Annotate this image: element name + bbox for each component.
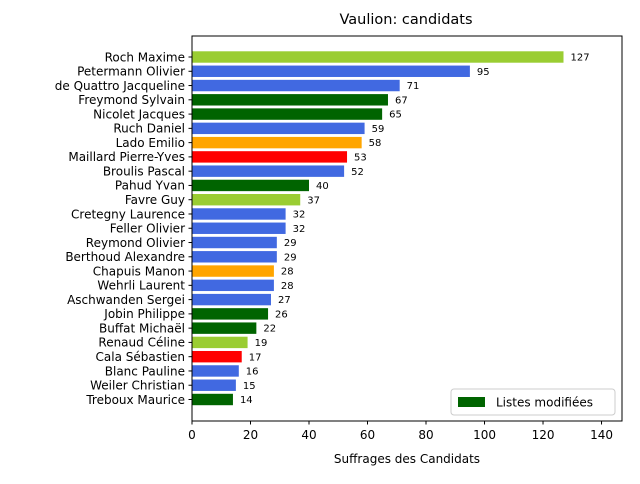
bar [192, 336, 248, 349]
y-tick-label: Weiler Christian [90, 379, 185, 393]
y-tick-label: Aschwanden Sergei [67, 293, 185, 307]
data-label: 58 [369, 138, 382, 149]
bar [192, 65, 470, 77]
data-label: 28 [281, 267, 294, 278]
data-labels: 1279571676559585352403732322929282827262… [240, 53, 590, 407]
x-tick-label: 60 [360, 428, 375, 442]
chart-title: Vaulion: candidats [339, 12, 472, 28]
x-tick-label: 100 [473, 428, 496, 442]
y-tick-label: Lado Emilio [116, 136, 185, 150]
bar [192, 194, 301, 206]
y-tick-label: Freymond Sylvain [78, 93, 185, 107]
bar [192, 251, 277, 263]
data-label: 32 [293, 210, 306, 221]
bar [192, 365, 239, 377]
data-label: 14 [240, 395, 253, 406]
data-label: 95 [477, 67, 490, 78]
data-label: 53 [354, 152, 367, 163]
y-tick-label: Broulis Pascal [103, 164, 185, 178]
x-tick-label: 80 [418, 428, 433, 442]
bar [192, 265, 274, 277]
y-tick-label: Roch Maxime [105, 50, 185, 64]
bar [192, 94, 388, 106]
y-tick-label: Renaud Céline [98, 336, 185, 350]
x-axis-label: Suffrages des Candidats [334, 452, 480, 466]
y-tick-label: Maillard Pierre-Yves [68, 150, 185, 164]
data-label: 32 [293, 224, 306, 235]
y-tick-label: Cala Sébastien [96, 350, 185, 364]
bar [192, 108, 383, 120]
y-tick-label: Jobin Philippe [103, 307, 185, 321]
y-tick-label: Feller Olivier [110, 222, 185, 236]
y-tick-label: Favre Guy [125, 193, 185, 207]
bar [192, 393, 233, 406]
data-label: 17 [249, 352, 262, 363]
data-label: 71 [407, 81, 420, 92]
data-label: 16 [246, 367, 259, 378]
data-label: 27 [278, 295, 291, 306]
data-label: 40 [316, 181, 329, 192]
data-label: 29 [284, 238, 297, 249]
data-label: 28 [281, 281, 294, 292]
y-tick-label: Nicolet Jacques [93, 107, 185, 121]
bar [192, 79, 400, 92]
bar [192, 165, 345, 177]
y-tick-label: Reymond Olivier [86, 236, 185, 250]
data-label: 15 [243, 381, 256, 392]
y-tick-label: Petermann Olivier [77, 65, 185, 79]
bar [192, 179, 310, 192]
y-tick-label: Pahud Yvan [115, 179, 185, 193]
data-label: 65 [389, 110, 402, 121]
data-label: 19 [255, 338, 268, 349]
bars [192, 51, 564, 406]
data-label: 37 [307, 195, 320, 206]
legend-swatch [458, 397, 485, 407]
bar [192, 322, 257, 334]
legend-label: Listes modifiées [496, 396, 593, 410]
data-label: 59 [372, 124, 385, 135]
legend-box [450, 388, 616, 416]
x-tick-label: 0 [188, 428, 196, 442]
bar [192, 379, 236, 391]
y-tick-label: Blanc Pauline [105, 364, 185, 378]
data-label: 67 [395, 95, 408, 106]
y-tick-label: Chapuis Manon [93, 264, 185, 278]
plot-frame [191, 35, 623, 422]
bar [192, 151, 348, 163]
bar [192, 279, 274, 292]
x-tick-label: 20 [243, 428, 258, 442]
y-tick-label: Treboux Maurice [85, 393, 185, 407]
bar [192, 208, 286, 220]
bar [192, 222, 286, 234]
y-tick-label: Ruch Daniel [113, 122, 185, 136]
bar [192, 122, 365, 135]
x-tick-label: 120 [532, 428, 555, 442]
data-label: 29 [284, 252, 297, 263]
bar [192, 293, 271, 306]
y-tick-label: Wehrli Laurent [97, 279, 185, 293]
bar [192, 136, 362, 149]
bar [192, 236, 277, 249]
bar [192, 308, 269, 320]
y-tick-label: Berthoud Alexandre [65, 250, 185, 264]
bar [192, 350, 242, 363]
data-label: 22 [263, 324, 276, 335]
bar [192, 51, 564, 63]
data-label: 52 [351, 167, 364, 178]
x-tick-label: 40 [301, 428, 316, 442]
x-axis-ticks: 0 20 40 60 80 100 120 140 [188, 421, 613, 442]
y-tick-label: Cretegny Laurence [71, 207, 185, 221]
x-tick-label: 140 [590, 428, 613, 442]
legend: Listes modifiées [450, 388, 616, 416]
y-tick-label: de Quattro Jacqueline [55, 79, 185, 93]
y-tick-label: Buffat Michaël [99, 321, 185, 335]
data-label: 127 [570, 53, 589, 64]
data-label: 26 [275, 309, 288, 320]
